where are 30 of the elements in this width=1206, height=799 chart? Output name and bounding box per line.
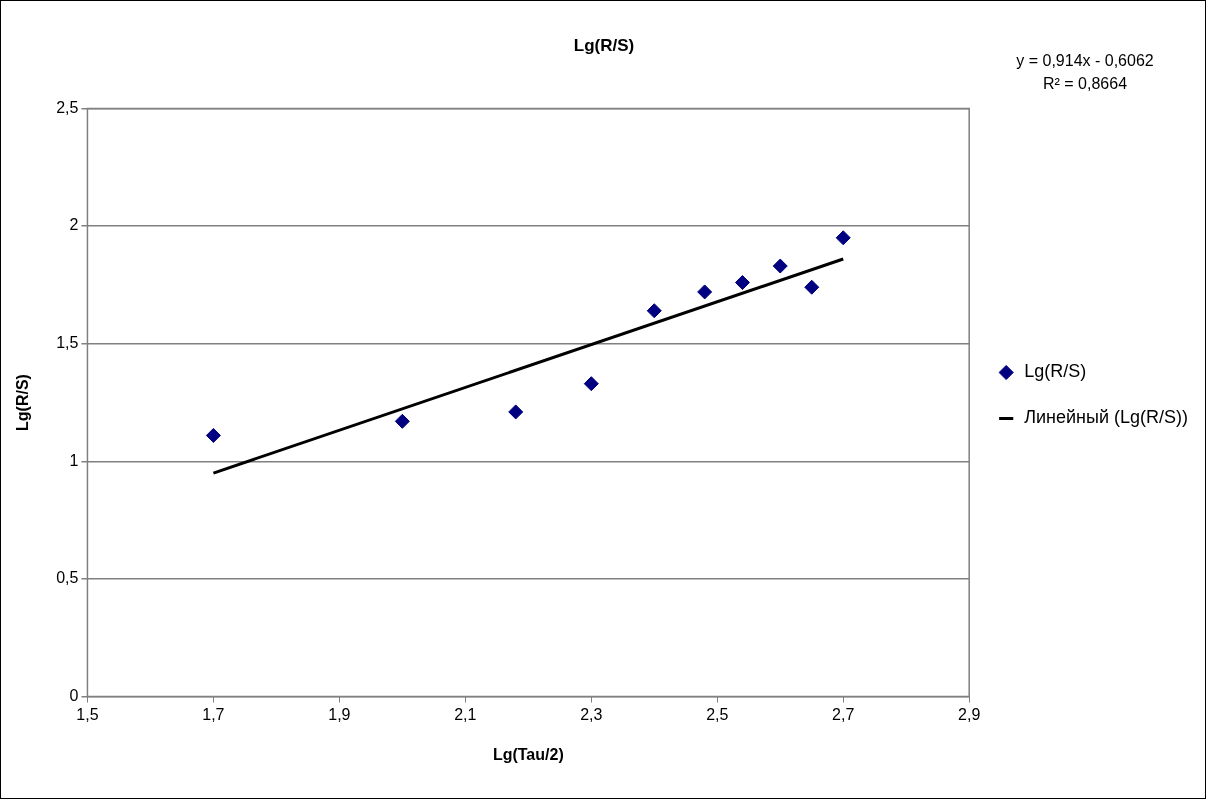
y-tick-label: 1: [69, 451, 79, 469]
text: R² = 0,8664: [1042, 75, 1128, 93]
point: [734, 275, 750, 291]
x-tick-label: 2,9: [958, 705, 981, 723]
point: [697, 284, 713, 300]
point: [835, 230, 851, 246]
point: [583, 376, 599, 392]
x-tick-label: 2,1: [454, 705, 477, 723]
point: [508, 404, 524, 420]
x-tick-label: 2,3: [580, 705, 603, 723]
y-axis-title: Lg(R/S): [14, 374, 32, 431]
x-tick-label: 2,7: [832, 705, 855, 723]
y-tick-label: 2: [69, 216, 79, 234]
point: [646, 303, 662, 319]
x-tick-label: 2,5: [706, 705, 729, 723]
text: y = 0,914x - 0,6062: [1016, 52, 1154, 70]
y-tick-label: 1,5: [56, 334, 79, 352]
legend-label: Линейный (Lg(R/S)): [1024, 407, 1188, 428]
y-tick-label: 2,5: [56, 98, 79, 116]
chart-title: Lg(R/S): [573, 35, 635, 55]
point: [804, 279, 820, 295]
y-tick-label: 0: [69, 687, 79, 705]
y-tick-label: 0,5: [56, 569, 79, 587]
x-axis-title: Lg(Tau/2): [492, 745, 564, 763]
point: [394, 413, 410, 429]
legend-label: Lg(R/S): [1024, 361, 1087, 382]
x-tick-label: 1,7: [202, 705, 225, 723]
x-tick-label: 1,9: [328, 705, 351, 723]
point: [772, 258, 788, 274]
point: [205, 427, 221, 443]
